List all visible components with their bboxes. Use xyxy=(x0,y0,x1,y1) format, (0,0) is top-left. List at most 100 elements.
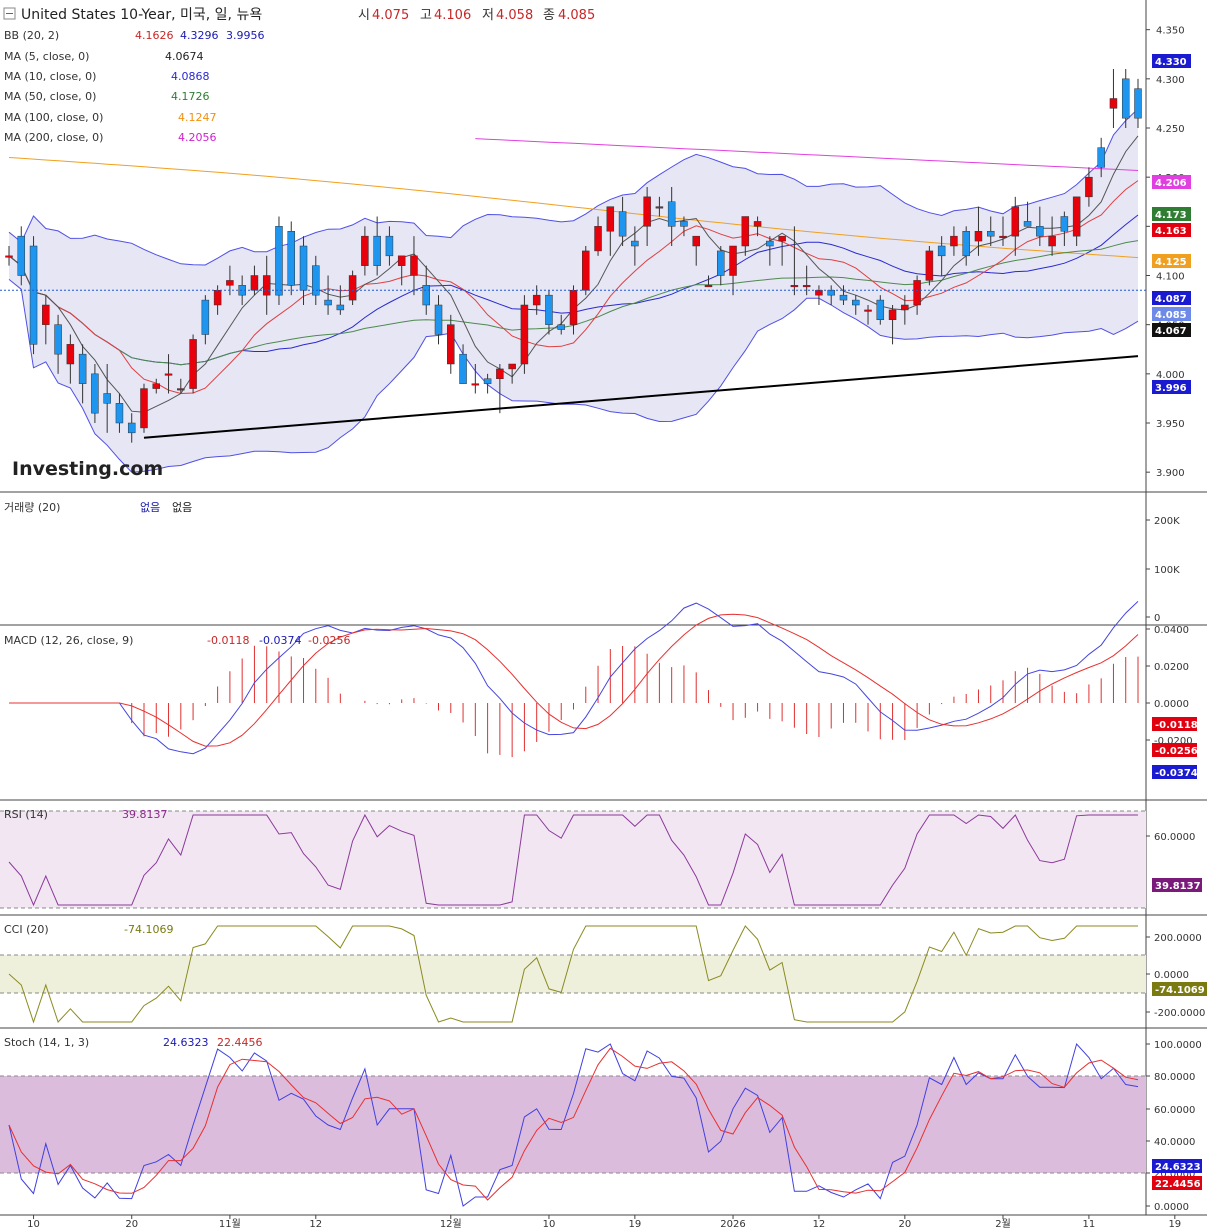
candle-body xyxy=(901,304,909,311)
price-tag-ma10 xyxy=(1152,291,1191,305)
candle-body xyxy=(262,275,271,296)
legend-bb-upper: 4.3296 xyxy=(180,29,219,42)
cci-band xyxy=(0,955,1146,993)
legend-stoch-v2: 22.4456 xyxy=(217,1036,263,1049)
time-tick-label: 11월 xyxy=(219,1218,241,1230)
candle-body xyxy=(1109,98,1118,109)
legend-rsi-value: 39.8137 xyxy=(122,808,168,821)
price-tag-bb-upper xyxy=(1152,54,1191,68)
candle-body xyxy=(582,250,590,291)
legend-ma200-label: MA (200, close, 0) xyxy=(4,131,103,144)
close-value: 4.085 xyxy=(558,8,595,23)
candle-body xyxy=(520,304,529,365)
time-tick-label: 10 xyxy=(27,1219,40,1230)
macd-tag-text: -0.0374 xyxy=(1155,768,1198,779)
price-tick-label: 4.350 xyxy=(1156,26,1185,37)
candle-body xyxy=(434,304,443,335)
candle-body xyxy=(692,235,700,247)
instrument-title: United States 10-Year, 미국, 일, 뉴욕 xyxy=(21,7,262,23)
legend-ma5: MA (5, close, 0) 4.0674 xyxy=(4,50,204,63)
legend-bb-mid: 4.1626 xyxy=(135,29,174,42)
ma10-line xyxy=(8,180,1139,395)
candle-body xyxy=(631,240,639,247)
candle-body xyxy=(508,363,516,370)
stoch-tick-label: 20.0000 xyxy=(1154,1169,1195,1180)
open-label: 시 xyxy=(358,8,370,23)
price-tag-bb-mid-text: 4.163 xyxy=(1155,226,1187,237)
legend-ma5-label: MA (5, close, 0) xyxy=(4,50,89,63)
candle-body xyxy=(790,285,799,288)
candle-body xyxy=(815,290,823,296)
price-tick-label: 4.250 xyxy=(1156,124,1185,135)
candle-body xyxy=(299,245,308,291)
candle-body xyxy=(839,294,848,301)
time-tick-label: 20 xyxy=(125,1219,138,1230)
rsi-band xyxy=(0,811,1146,908)
rsi-tag xyxy=(1152,878,1202,892)
candle-body xyxy=(667,201,676,227)
volume-tick-label: 0 xyxy=(1154,613,1160,624)
legend-macd-v3: -0.0256 xyxy=(308,634,350,647)
macd-tag xyxy=(1152,717,1197,731)
candle-body xyxy=(177,388,185,391)
cci-line xyxy=(8,925,1138,1024)
candle-body xyxy=(226,280,234,286)
rsi-tag-text: 39.8137 xyxy=(1155,881,1201,892)
candle-body xyxy=(1060,216,1069,232)
legend-ma10: MA (10, close, 0) 4.0868 xyxy=(4,70,210,83)
candle-body xyxy=(680,221,688,227)
time-tick-label: 2026 xyxy=(720,1219,745,1230)
candle-body xyxy=(42,304,50,325)
candle-body xyxy=(459,353,467,384)
legend-bb-label: BB (20, 2) xyxy=(4,29,59,42)
candle-body xyxy=(54,324,62,355)
candle-body xyxy=(103,393,111,404)
legend-volume-label: 거래량 (20) xyxy=(4,501,60,514)
price-tick-label: 4.000 xyxy=(1156,370,1185,381)
candle-body xyxy=(78,353,87,384)
candle-body xyxy=(348,275,357,301)
candle-body xyxy=(115,403,124,424)
price-tag-ma100-text: 4.125 xyxy=(1155,257,1187,268)
candle-body xyxy=(618,211,627,237)
ma200-line xyxy=(475,138,1139,171)
candle-body xyxy=(1036,226,1044,237)
time-tick-label: 10 xyxy=(543,1219,556,1230)
macd-tag xyxy=(1152,743,1197,757)
candle-body xyxy=(1134,88,1142,119)
price-tag-ma50 xyxy=(1152,207,1191,221)
candle-body xyxy=(361,235,369,266)
legend-volume: 거래량 (20) 없음 없음 xyxy=(4,501,192,514)
price-tag-ma200 xyxy=(1152,175,1191,189)
open-value: 4.075 xyxy=(372,8,409,23)
cci-tick-label: 200.0000 xyxy=(1154,933,1202,944)
candle-body xyxy=(937,245,946,257)
candle-body xyxy=(532,294,541,306)
legend-cci: CCI (20) -74.1069 xyxy=(4,923,173,936)
chart-header: United States 10-Year, 미국, 일, 뉴욕 시 4.075… xyxy=(3,7,595,23)
candle-body xyxy=(704,285,713,288)
candle-body xyxy=(888,309,897,320)
rsi-line xyxy=(8,813,1138,907)
legend-bb: BB (20, 2) 4.1626 4.3296 3.9956 xyxy=(4,29,265,42)
candle-body xyxy=(569,290,578,325)
candle-body xyxy=(189,339,197,389)
price-tag-ma200-text: 4.206 xyxy=(1155,178,1187,189)
legend-volume-v1: 없음 xyxy=(140,501,160,514)
macd-tag xyxy=(1152,765,1197,779)
legend-macd: MACD (12, 26, close, 9) -0.0118 -0.0374 … xyxy=(4,634,350,647)
candle-body xyxy=(471,383,480,386)
candle-body xyxy=(483,378,492,384)
legend-stoch: Stoch (14, 1, 3) 24.6323 22.4456 xyxy=(4,1036,263,1049)
candle-body xyxy=(5,255,13,258)
price-tick-label: 3.950 xyxy=(1156,419,1185,430)
legend-cci-label: CCI (20) xyxy=(4,923,49,936)
candle-body xyxy=(557,324,565,330)
candle-body xyxy=(1085,176,1093,198)
close-label: 종 xyxy=(543,8,555,23)
candle-body xyxy=(864,309,872,312)
time-tick-label: 11 xyxy=(1083,1219,1096,1230)
candle-body xyxy=(287,231,295,286)
candle-body xyxy=(876,299,885,321)
candle-body xyxy=(643,196,651,227)
